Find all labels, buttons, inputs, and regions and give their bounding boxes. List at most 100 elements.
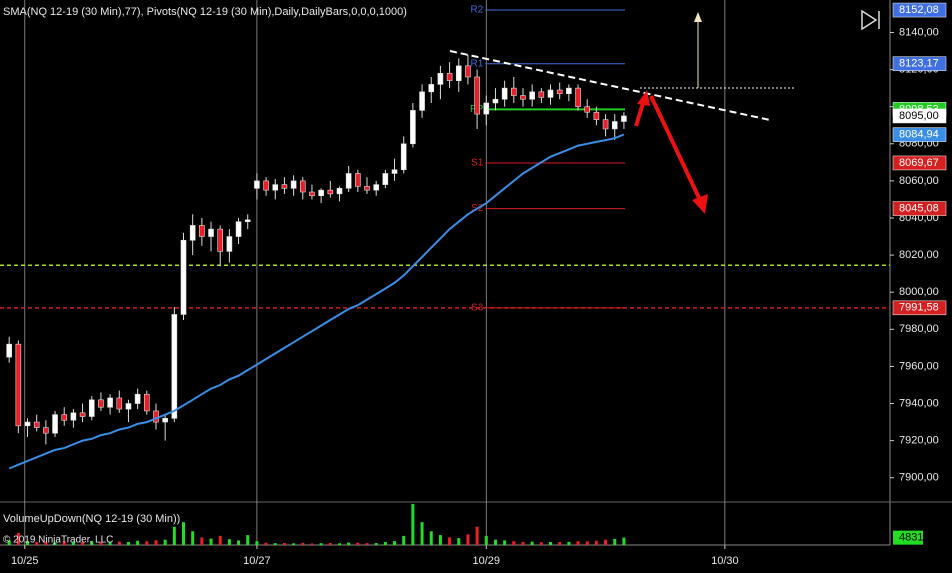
candle-body (336, 188, 343, 195)
volume-bar (126, 541, 130, 545)
volume-bar (356, 542, 360, 545)
volume-bar (62, 541, 66, 545)
price-tag (892, 2, 947, 18)
volume-bar (191, 531, 195, 545)
volume-bar (237, 540, 241, 545)
candle-body (483, 102, 490, 115)
price-tag (892, 56, 947, 71)
candle-body (538, 91, 545, 98)
volume-bar (420, 522, 424, 545)
volume-bar (521, 541, 525, 545)
candle-body (226, 236, 233, 252)
volume-bar (255, 541, 259, 545)
pivot-name: R2 (470, 5, 483, 16)
candle-body (566, 87, 572, 94)
volume-bar (512, 541, 516, 545)
y-tick-label: 7900,00 (899, 472, 939, 484)
candle-body (153, 410, 159, 423)
volume-bar (282, 543, 286, 545)
candle-body (272, 184, 279, 191)
y-tick-label: 8060,00 (899, 175, 939, 187)
volume-bar (218, 535, 222, 545)
candle-body (511, 87, 517, 96)
volume-bar (374, 543, 378, 545)
volume-bar (7, 540, 11, 545)
volume-bar (26, 541, 30, 545)
icon-shape (861, 9, 878, 31)
red-arrow-head (637, 90, 650, 106)
candle-body (621, 115, 627, 122)
volume-bar (53, 542, 57, 545)
y-tick-label: 7920,00 (899, 435, 939, 447)
candle-body (584, 106, 591, 113)
volume-bar (16, 532, 20, 545)
candle-body (79, 412, 86, 417)
volume-bar (246, 535, 250, 545)
volume-bar (264, 542, 268, 545)
candle-body (364, 186, 370, 191)
volume-bar (337, 543, 341, 545)
y-tick-label: 8020,00 (899, 249, 939, 261)
volume-bar (411, 503, 415, 545)
candle-body (410, 110, 416, 145)
volume-bar (530, 541, 534, 545)
candle-body (501, 87, 508, 100)
candle-body (88, 399, 95, 417)
volume-bar (475, 526, 479, 545)
volume-bar (227, 539, 231, 545)
price-tag-label: 8123,17 (899, 58, 939, 70)
candle-body (345, 173, 352, 189)
price-tag (892, 201, 947, 216)
volume-bar (466, 534, 470, 545)
red-arrow-head (692, 194, 708, 214)
candle-body (254, 180, 260, 189)
candle-body (611, 121, 618, 130)
pivot-name: R1 (470, 58, 483, 69)
candle-body (244, 219, 251, 223)
volume-bar (301, 542, 305, 545)
candle-body (290, 180, 297, 189)
price-tag-label: 8069,67 (899, 157, 939, 169)
scroll-icon[interactable] (861, 9, 880, 31)
volume-bar (576, 541, 580, 545)
volume-bar (448, 537, 452, 545)
candle-body (593, 111, 600, 120)
volume-bar (136, 540, 140, 545)
candle-body (98, 399, 104, 408)
volume-bar (365, 543, 369, 545)
candle-body (299, 180, 306, 193)
volume-bar (539, 542, 543, 545)
y-tick-label: 7960,00 (899, 360, 939, 372)
volume-bar (71, 541, 75, 545)
candle-body (162, 418, 168, 423)
price-tag (892, 155, 947, 171)
candle-body (171, 314, 178, 419)
candle-body (400, 143, 407, 171)
candle-body (547, 89, 554, 98)
volume-bar (402, 535, 406, 545)
price-tag-label: 8045,08 (899, 202, 939, 214)
candle-body (125, 403, 132, 410)
volume-bar (549, 541, 553, 545)
volume-bar (200, 537, 204, 545)
candle-body (419, 91, 425, 111)
volume-bar (493, 539, 497, 545)
x-tick-label: 10/25 (11, 555, 39, 567)
volume-bar (90, 541, 94, 545)
candle-body (199, 225, 205, 237)
volume-bar (558, 542, 562, 545)
price-tag-label: 8152,08 (899, 4, 939, 16)
price-tag-label: 7991,58 (899, 302, 939, 314)
candle-body (446, 72, 453, 82)
candle-body (134, 393, 141, 404)
x-tick-label: 10/30 (711, 555, 739, 567)
candle-body (373, 184, 379, 191)
price-tag-label: 8095,00 (899, 110, 939, 122)
volume-bar (154, 540, 158, 545)
candle-body (602, 119, 609, 130)
candle-body (428, 84, 435, 93)
candle-body (217, 228, 224, 252)
candle-body (529, 91, 535, 100)
volume-bar (319, 543, 323, 545)
